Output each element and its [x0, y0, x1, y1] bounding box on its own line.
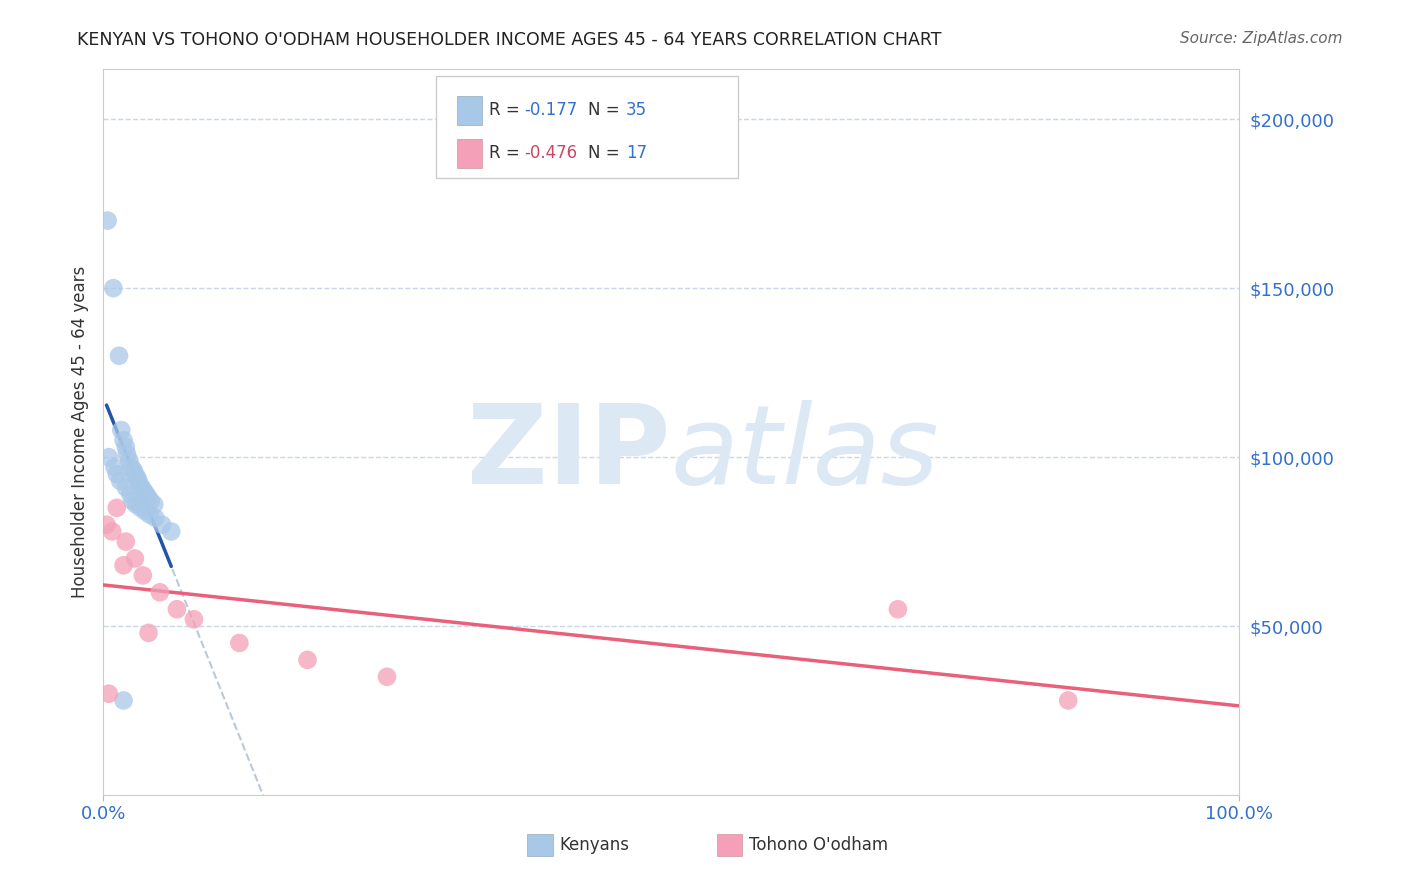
Point [143, 498, 166, 512]
Point [114, 534, 136, 549]
Point [124, 467, 146, 481]
Point [97, 687, 120, 701]
Point [150, 517, 173, 532]
Point [166, 602, 188, 616]
Point [127, 470, 149, 484]
Point [97, 213, 120, 227]
Text: Tohono O'odham: Tohono O'odham [749, 836, 889, 855]
Point [887, 602, 910, 616]
Text: -0.177: -0.177 [524, 102, 578, 120]
Point [120, 487, 142, 501]
Text: KENYAN VS TOHONO O'ODHAM HOUSEHOLDER INCOME AGES 45 - 64 YEARS CORRELATION CHART: KENYAN VS TOHONO O'ODHAM HOUSEHOLDER INC… [77, 31, 942, 49]
Point [124, 551, 146, 566]
Point [121, 494, 143, 508]
Point [112, 434, 135, 448]
Point [115, 447, 138, 461]
Point [160, 524, 183, 539]
Point [125, 498, 148, 512]
Point [108, 349, 131, 363]
Point [121, 460, 143, 475]
Point [139, 494, 162, 508]
Text: N =: N = [588, 145, 624, 162]
Point [96, 517, 118, 532]
Point [101, 524, 124, 539]
Point [118, 453, 141, 467]
Point [127, 474, 149, 488]
Point [114, 440, 136, 454]
Text: N =: N = [588, 102, 624, 120]
Point [122, 464, 145, 478]
Point [114, 481, 136, 495]
Point [138, 625, 160, 640]
Text: 35: 35 [626, 102, 647, 120]
Text: R =: R = [489, 145, 526, 162]
Text: R =: R = [489, 102, 526, 120]
Text: ZIP: ZIP [467, 401, 671, 507]
Point [112, 558, 135, 573]
Text: Kenyans: Kenyans [560, 836, 630, 855]
Point [228, 636, 250, 650]
Text: -0.476: -0.476 [524, 145, 578, 162]
Point [110, 423, 132, 437]
Point [149, 585, 172, 599]
Point [135, 487, 157, 501]
Point [112, 693, 135, 707]
Point [105, 467, 128, 481]
Point [132, 568, 155, 582]
Point [1057, 693, 1080, 707]
Point [131, 481, 153, 495]
Text: Source: ZipAtlas.com: Source: ZipAtlas.com [1180, 31, 1343, 46]
Point [129, 500, 152, 515]
Point [108, 474, 131, 488]
Point [132, 483, 155, 498]
Point [97, 450, 120, 464]
Point [128, 477, 150, 491]
Point [138, 491, 160, 505]
Text: 17: 17 [626, 145, 647, 162]
Point [134, 504, 156, 518]
Point [103, 281, 125, 295]
Text: atlas: atlas [671, 401, 939, 507]
Point [143, 511, 166, 525]
Y-axis label: Householder Income Ages 45 - 64 years: Householder Income Ages 45 - 64 years [72, 266, 89, 598]
Point [103, 460, 125, 475]
Point [105, 500, 128, 515]
Point [375, 670, 398, 684]
Point [138, 508, 160, 522]
Point [297, 653, 319, 667]
Point [183, 612, 205, 626]
